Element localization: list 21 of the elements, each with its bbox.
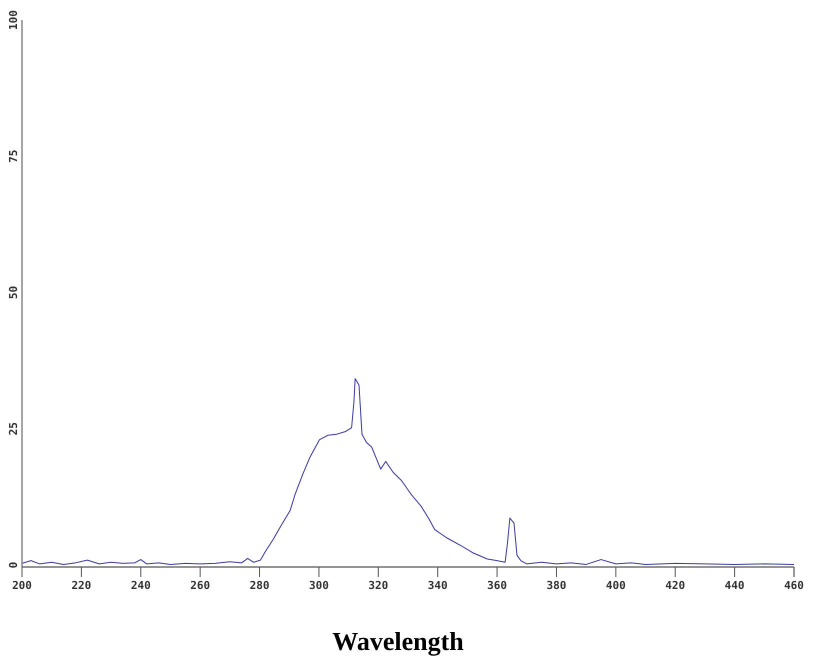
line-series — [22, 378, 794, 565]
x-tick-label: 200 — [12, 579, 32, 592]
x-tick-label: 420 — [665, 579, 686, 592]
y-tick-label: 50 — [7, 286, 20, 300]
x-tick-label: 260 — [190, 579, 210, 592]
x-tick-label: 380 — [546, 579, 566, 592]
y-tick-label: 100 — [7, 10, 20, 30]
x-tick-label: 340 — [428, 579, 448, 592]
x-tick-label: 240 — [130, 579, 151, 592]
x-tick-label: 300 — [308, 579, 329, 592]
x-axis-title: Wavelength — [332, 627, 464, 656]
x-tick-label: 440 — [724, 579, 745, 592]
x-tick-label: 360 — [487, 579, 508, 592]
y-tick-label: 25 — [7, 422, 20, 436]
x-tick-label: 280 — [250, 579, 270, 592]
x-tick-label: 320 — [368, 579, 388, 592]
x-tick-label: 460 — [784, 579, 804, 592]
y-tick-label: 75 — [7, 150, 20, 163]
x-tick-label: 220 — [71, 579, 92, 592]
x-tick-label: 400 — [606, 579, 626, 592]
y-tick-label: 0 — [7, 562, 20, 568]
